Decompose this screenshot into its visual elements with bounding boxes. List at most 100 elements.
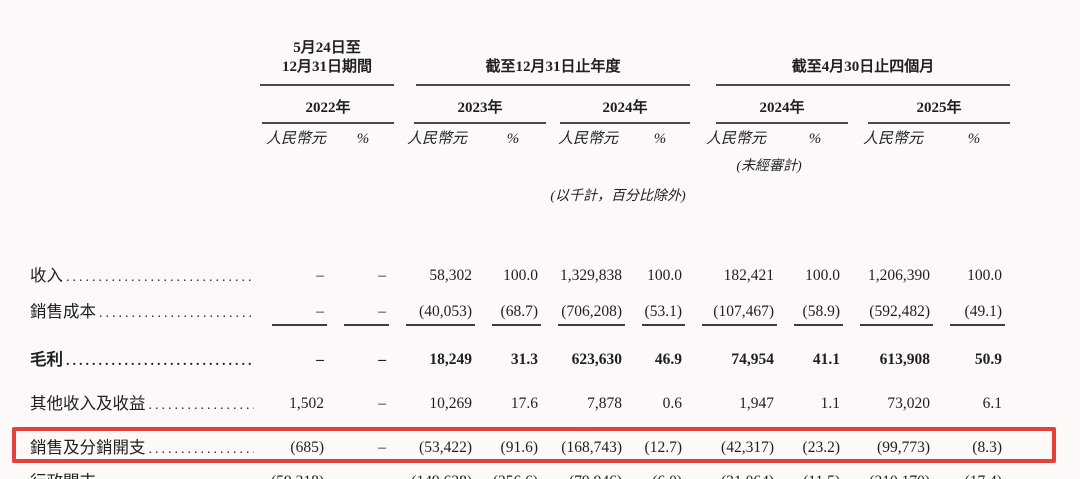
cell: 18,249 bbox=[429, 351, 472, 368]
table-row-cost-of-sales: 銷售成本....................................… bbox=[30, 294, 1010, 330]
period-group-2022-line1: 5月24日至 bbox=[293, 40, 361, 56]
pct-header-2024: % bbox=[653, 131, 667, 147]
rmb-header-2022: 人民幣元 bbox=[265, 131, 326, 147]
row-label: 其他收入及收益 bbox=[30, 394, 146, 413]
cell: – bbox=[378, 267, 386, 284]
period-group-annual-title: 截至12月31日止年度 bbox=[416, 58, 690, 86]
cell: (68.7) bbox=[480, 294, 546, 330]
cell: (592,482) bbox=[848, 294, 938, 330]
cell: 1,206,390 bbox=[868, 267, 930, 284]
cell: (59,318) bbox=[260, 472, 332, 479]
year-2023: 2023年 bbox=[414, 96, 546, 124]
cell: 58,302 bbox=[429, 267, 472, 284]
year-2024: 2024年 bbox=[560, 96, 690, 124]
row-label: 行政開支 bbox=[30, 473, 96, 479]
cell: 1,329,838 bbox=[560, 267, 622, 284]
cell: 41.1 bbox=[812, 351, 840, 368]
dot-leader: ........................................… bbox=[148, 398, 255, 413]
cell: (12.7) bbox=[644, 439, 682, 456]
table-row-other-income: 其他收入及收益.................................… bbox=[30, 386, 1010, 422]
cell: (107,467) bbox=[690, 294, 782, 330]
header-spacer bbox=[30, 214, 1010, 258]
unaudited-note: (未經審計) bbox=[736, 159, 802, 174]
dot-leader: ........................................… bbox=[148, 442, 255, 457]
income-statement-table: 5月24日至 12月31日期間 截至12月31日止年度 截至4月30日止四個月 … bbox=[30, 28, 1010, 479]
rmb-header-2024-4m: 人民幣元 bbox=[705, 131, 766, 147]
cell: 17.6 bbox=[510, 395, 538, 412]
cell: – bbox=[378, 395, 386, 412]
cell: (21,064) bbox=[690, 472, 782, 479]
cell: – bbox=[332, 294, 394, 330]
dot-leader: ........................................… bbox=[96, 476, 254, 479]
period-group-2022-line2: 12月31日期間 bbox=[281, 59, 372, 75]
pct-header-2024-4m: % bbox=[808, 131, 822, 147]
cell: 31.3 bbox=[510, 351, 538, 368]
cell: (706,208) bbox=[546, 294, 630, 330]
cell: (210,170) bbox=[848, 472, 938, 479]
cell: (17.4) bbox=[938, 472, 1010, 479]
cell: 74,954 bbox=[731, 351, 774, 368]
cell: (6.0) bbox=[630, 472, 690, 479]
rmb-header-2023: 人民幣元 bbox=[406, 131, 467, 147]
cell: 1,947 bbox=[739, 395, 774, 412]
cell: 50.9 bbox=[974, 351, 1002, 368]
cell: – bbox=[316, 267, 324, 284]
cell: 73,020 bbox=[887, 395, 930, 412]
period-group-annual: 截至12月31日止年度 bbox=[394, 28, 690, 86]
cell: 100.0 bbox=[647, 267, 682, 284]
cell: (99,773) bbox=[877, 439, 930, 456]
table-row-selling-distribution-expenses: 銷售及分銷開支.................................… bbox=[30, 430, 1010, 466]
dot-leader: ........................................… bbox=[99, 306, 254, 321]
period-group-four-months: 截至4月30日止四個月 bbox=[690, 28, 1010, 86]
cell: (49.1) bbox=[938, 294, 1010, 330]
cell: (79,946) bbox=[546, 472, 630, 479]
pct-header-2025: % bbox=[967, 131, 981, 147]
cell: (40,053) bbox=[394, 294, 480, 330]
cell: (23.2) bbox=[802, 439, 840, 456]
cell: 1,502 bbox=[289, 395, 324, 412]
unaudited-note-row: (未經審計) bbox=[30, 154, 1010, 184]
year-header-row: 2022年 2023年 2024年 2024年 2025年 bbox=[30, 86, 1010, 124]
cell: (91.6) bbox=[500, 439, 538, 456]
cell: (149,628) bbox=[394, 472, 480, 479]
cell: 182,421 bbox=[723, 267, 774, 284]
period-group-four-months-title: 截至4月30日止四個月 bbox=[716, 58, 1010, 86]
cell: (11.5) bbox=[782, 472, 848, 479]
rmb-header-2024: 人民幣元 bbox=[557, 131, 618, 147]
table-row-gross-profit: 毛利......................................… bbox=[30, 342, 1010, 378]
cell: – bbox=[260, 294, 332, 330]
rmb-header-2025: 人民幣元 bbox=[862, 131, 923, 147]
cell: 623,630 bbox=[571, 351, 622, 368]
cell: 100.0 bbox=[503, 267, 538, 284]
cell: 1.1 bbox=[820, 395, 840, 412]
cell: – bbox=[332, 472, 394, 479]
cell: 100.0 bbox=[805, 267, 840, 284]
cell: (685) bbox=[290, 439, 324, 456]
cell: 100.0 bbox=[967, 267, 1002, 284]
units-note: (以千計，百分比除外) bbox=[550, 189, 686, 204]
cell: 46.9 bbox=[654, 351, 682, 368]
cell: (58.9) bbox=[782, 294, 848, 330]
pct-header-2022: % bbox=[356, 131, 370, 147]
units-note-row: (以千計，百分比除外) bbox=[30, 184, 1010, 214]
row-gap bbox=[30, 330, 1010, 342]
cell: 7,878 bbox=[587, 395, 622, 412]
pct-header-2023: % bbox=[506, 131, 520, 147]
cell: – bbox=[378, 439, 386, 456]
row-label: 銷售及分銷開支 bbox=[30, 438, 146, 457]
cell: (256.6) bbox=[480, 472, 546, 479]
cell: 613,908 bbox=[879, 351, 930, 368]
cell: 10,269 bbox=[429, 395, 472, 412]
cell: (168,743) bbox=[561, 439, 622, 456]
cell: 6.1 bbox=[982, 395, 1002, 412]
cell: 0.6 bbox=[662, 395, 682, 412]
period-group-header-row: 5月24日至 12月31日期間 截至12月31日止年度 截至4月30日止四個月 bbox=[30, 28, 1010, 86]
cell: (8.3) bbox=[972, 439, 1002, 456]
row-label: 銷售成本 bbox=[30, 302, 96, 321]
cell: (53,422) bbox=[419, 439, 472, 456]
cell: (42,317) bbox=[721, 439, 774, 456]
row-label: 毛利 bbox=[30, 350, 63, 369]
cell: (53.1) bbox=[630, 294, 690, 330]
currency-header-row: 人民幣元 % 人民幣元 % 人民幣元 % 人民幣元 % 人民幣元 % bbox=[30, 124, 1010, 154]
